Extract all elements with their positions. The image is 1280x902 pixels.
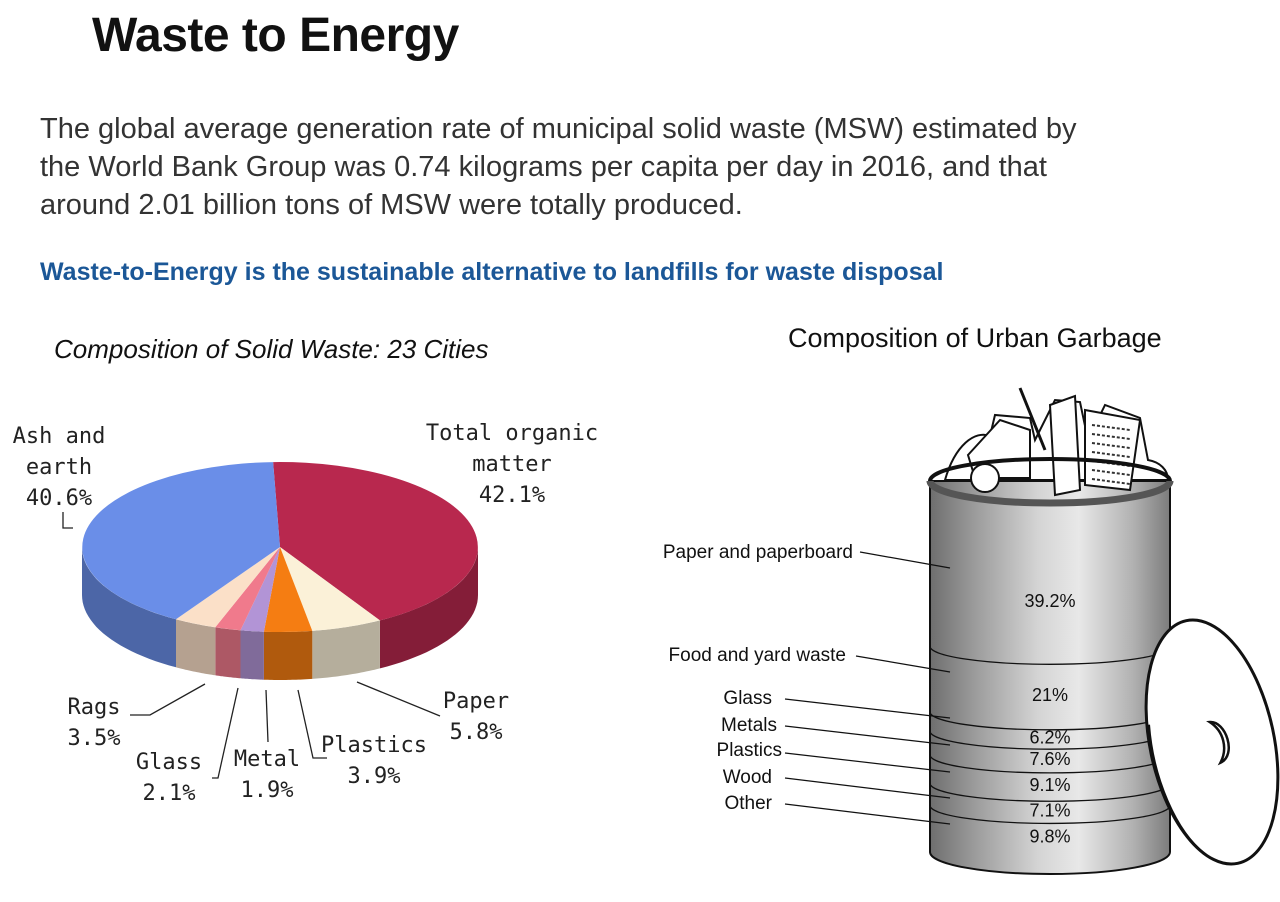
pie-chart: Total organic matter 42.1% Paper 5.8% Plastic…: [13, 421, 598, 806]
can-band-value: 21%: [1032, 685, 1068, 705]
pie-leader-line: [297, 689, 327, 759]
lid-edge: [1148, 724, 1206, 855]
can-band-value: 9.1%: [1029, 775, 1070, 795]
lid-outer: [1144, 618, 1280, 866]
can-rim-front: [926, 480, 1174, 507]
pie-slice-side: [379, 547, 478, 669]
pie-slice-label-line: Metal: [234, 747, 300, 772]
pie-slice-label-line: Ash and: [13, 424, 106, 449]
pie-slice-label-line: 1.9%: [241, 778, 294, 803]
can-leader-line: [784, 777, 951, 799]
trash-box: [1048, 394, 1082, 497]
pie-slice: [280, 547, 380, 631]
pie-slice-side: [215, 627, 241, 679]
intro-line: The global average generation rate of mu…: [40, 113, 1077, 145]
can-leader-line: [784, 803, 951, 825]
can-leader-line: [855, 655, 951, 673]
pie-slice-label-line: matter: [472, 452, 551, 477]
pie-leader-line: [265, 689, 269, 743]
pie-slice-label-line: Total organic: [426, 421, 598, 446]
pie-chart-title: Composition of Solid Waste: 23 Cities: [54, 334, 489, 364]
pie-slice-side: [263, 630, 313, 680]
intro-paragraph: The global average generation rate of mu…: [40, 110, 1240, 224]
pie-slice-label-line: Paper: [443, 689, 509, 714]
can-lid: [1144, 618, 1280, 866]
pie-slice-label-line: 42.1%: [479, 483, 545, 508]
can-band-value: 7.6%: [1029, 749, 1070, 769]
pie-slice-label-line: Glass: [136, 750, 202, 775]
pie-slice-label: Total organic matter 42.1%: [426, 421, 598, 508]
pie-slice-side: [82, 547, 176, 668]
pie-slice-label: Rags 3.5%: [68, 695, 121, 751]
can-leader-line: [784, 752, 951, 773]
trash-round-item: [970, 463, 1000, 493]
can-body: [929, 480, 1171, 875]
can-category-label: Glass: [723, 688, 772, 709]
pie-slice-label-line: 3.5%: [68, 726, 121, 751]
newspaper-text-line: [1091, 442, 1131, 449]
pie-slice-label: Paper 5.8%: [443, 689, 509, 745]
pie-leader-line: [62, 512, 73, 529]
pie-slice-label-line: 40.6%: [26, 486, 92, 511]
pie-slice-side: [240, 630, 264, 680]
newspaper-text-line: [1091, 424, 1131, 431]
pie-slice-label-line: 5.8%: [450, 720, 503, 745]
can-band-value: 6.2%: [1029, 727, 1070, 747]
garbage-can-chart: 39.2% 21% 6.2%7.6% 9.1% 7.1% 9.8% Paper and pa…: [663, 387, 1280, 875]
newspaper-text-line: [1091, 478, 1131, 485]
pie-slice-side: [312, 620, 380, 679]
pie-leader-line: [356, 681, 441, 717]
can-band-divider: [929, 805, 1171, 825]
pie-slice: [215, 547, 280, 631]
can-band-value: 39.2%: [1024, 591, 1075, 611]
can-leader-line: [784, 725, 951, 746]
can-category-label: Wood: [723, 767, 772, 788]
page-title: Waste to Energy: [92, 9, 459, 62]
pie-slice: [273, 462, 478, 621]
pie-slice-label-line: 2.1%: [143, 781, 196, 806]
pie-leader-line: [130, 683, 206, 716]
can-category-label: Other: [724, 793, 772, 814]
can-category-label: Metals: [721, 715, 777, 736]
pie-slice-label-line: Rags: [68, 695, 121, 720]
pie-leader-line: [212, 687, 239, 779]
can-band-value: 9.8%: [1029, 827, 1070, 847]
can-leader-line: [859, 551, 951, 569]
newspaper-text-line: [1091, 433, 1131, 440]
subheading: Waste-to-Energy is the sustainable alter…: [40, 258, 944, 286]
pie-slice-side: [176, 619, 216, 676]
pie-slice-label: Glass 2.1%: [136, 750, 202, 806]
pie-slice-label: Metal 1.9%: [234, 747, 300, 803]
intro-line: the World Bank Group was 0.74 kilograms …: [40, 151, 1047, 183]
pie-slice: [240, 547, 280, 632]
newspaper-text-line: [1091, 469, 1131, 476]
garbage-chart-title: Composition of Urban Garbage: [788, 323, 1162, 353]
pie-slice: [263, 547, 313, 633]
can-category-label: Plastics: [717, 740, 782, 761]
trash-newspaper: [1084, 408, 1142, 492]
pie-slice-label: Ash and earth 40.6%: [13, 424, 106, 511]
trash-stick: [1018, 387, 1047, 451]
intro-line: around 2.01 billion tons of MSW were tot…: [40, 189, 743, 221]
pie-slice: [82, 462, 280, 620]
pie-slice-label: Plastics 3.9%: [321, 733, 427, 789]
can-category-label: Paper and paperboard: [663, 542, 853, 563]
pie-slice: [176, 547, 280, 628]
can-leader-line: [784, 698, 951, 719]
pie-slice-label-line: earth: [26, 455, 92, 480]
pie-slice-label-line: 3.9%: [348, 764, 401, 789]
can-band-divider: [929, 783, 1171, 802]
newspaper-text-line: [1091, 451, 1131, 458]
lid-handle: [1206, 720, 1230, 766]
pie-slice-label-line: Plastics: [321, 733, 427, 758]
can-band-value: 7.1%: [1029, 800, 1070, 820]
can-category-label: Food and yard waste: [669, 645, 846, 666]
